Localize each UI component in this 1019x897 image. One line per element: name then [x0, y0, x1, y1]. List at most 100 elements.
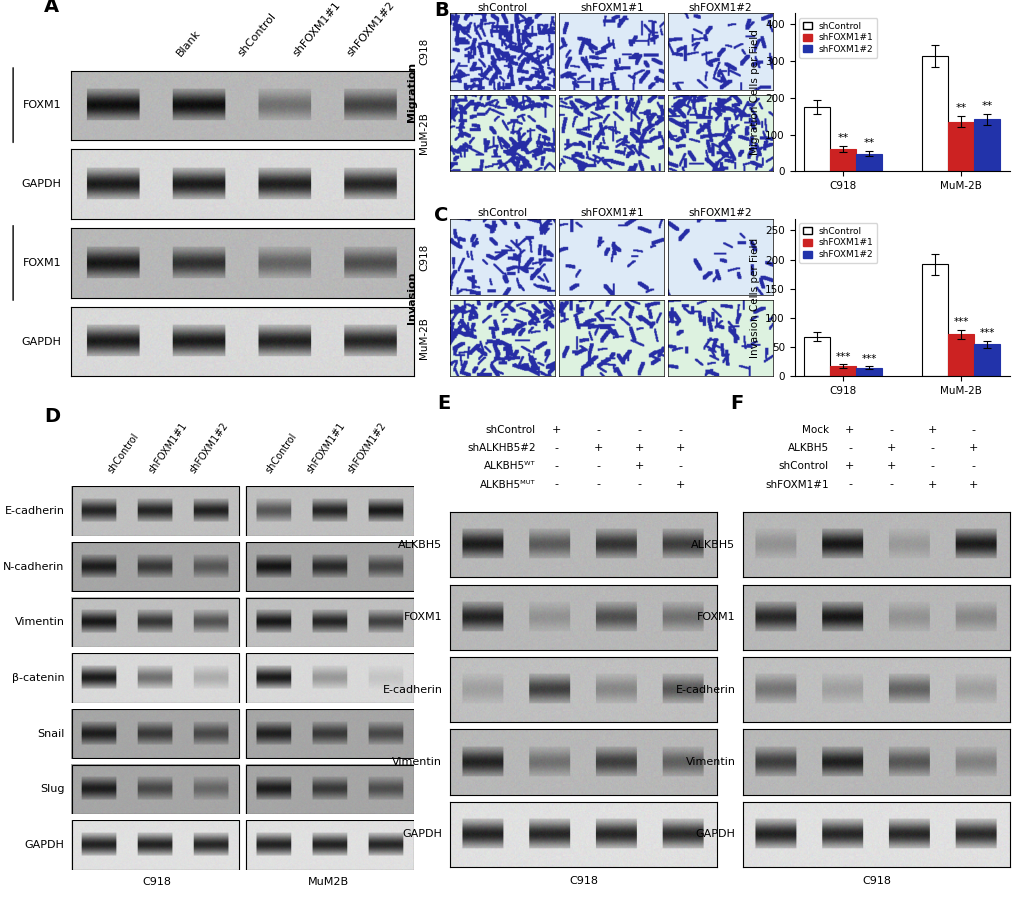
Bar [829, 149, 855, 171]
Bar [71, 820, 239, 869]
Text: -: - [678, 461, 682, 471]
Text: **: ** [980, 100, 991, 110]
Text: -: - [929, 443, 933, 453]
Text: C918: C918 [861, 876, 891, 886]
Bar [71, 486, 239, 536]
Text: +: + [845, 461, 854, 471]
Text: +: + [886, 443, 895, 453]
Bar [247, 542, 414, 591]
Text: shFOXM1#2: shFOXM1#2 [187, 421, 230, 475]
Text: B: B [434, 1, 448, 20]
Text: F: F [730, 395, 743, 414]
Text: E-cadherin: E-cadherin [675, 684, 735, 694]
Bar [247, 597, 414, 647]
Text: Blank: Blank [174, 28, 202, 58]
Text: shFOXM1#1: shFOXM1#1 [147, 421, 189, 475]
Bar [921, 56, 948, 171]
Text: ALKBH5ᴹᵁᵀ: ALKBH5ᴹᵁᵀ [480, 480, 535, 490]
Bar [855, 368, 881, 377]
Text: MuM2B: MuM2B [308, 876, 348, 887]
Title: shFOXM1#2: shFOXM1#2 [688, 208, 752, 218]
Y-axis label: Invasion Cells per Field: Invasion Cells per Field [749, 238, 759, 358]
Text: shControl: shControl [777, 461, 827, 471]
Bar [829, 366, 855, 377]
Text: ***: *** [953, 318, 968, 327]
Text: **: ** [837, 134, 848, 144]
Text: **: ** [955, 103, 966, 113]
Bar [247, 486, 414, 536]
Bar [71, 764, 239, 814]
Text: -: - [971, 425, 975, 435]
Text: -: - [889, 480, 893, 490]
Legend: shControl, shFOXM1#1, shFOXM1#2: shControl, shFOXM1#1, shFOXM1#2 [798, 18, 876, 57]
Text: shFOXM1#2: shFOXM1#2 [345, 421, 387, 475]
Title: shControl: shControl [477, 208, 527, 218]
Text: +: + [676, 443, 685, 453]
Text: +: + [968, 443, 977, 453]
Text: ALKBH5ᵂᵀ: ALKBH5ᵂᵀ [484, 461, 535, 471]
Text: GAPDH: GAPDH [21, 179, 61, 189]
Text: MuM-2B: MuM-2B [419, 318, 429, 359]
Text: E-cadherin: E-cadherin [4, 506, 64, 516]
Bar [247, 820, 414, 869]
Text: GAPDH: GAPDH [24, 840, 64, 849]
Bar [948, 335, 973, 377]
Text: Vimentin: Vimentin [392, 757, 442, 767]
Text: -: - [596, 461, 599, 471]
Text: -: - [554, 480, 558, 490]
Text: FOXM1: FOXM1 [696, 613, 735, 623]
Text: -: - [678, 425, 682, 435]
Text: shControl: shControl [263, 431, 298, 475]
Text: β-catenin: β-catenin [12, 673, 64, 683]
Title: shFOXM1#2: shFOXM1#2 [688, 3, 752, 13]
Text: shControl: shControl [235, 12, 277, 58]
Text: Slug: Slug [40, 784, 64, 794]
Y-axis label: Migration Cells per Field: Migration Cells per Field [749, 30, 759, 155]
Text: -: - [889, 425, 893, 435]
Text: ***: *** [861, 353, 876, 363]
Legend: shControl, shFOXM1#1, shFOXM1#2: shControl, shFOXM1#1, shFOXM1#2 [798, 223, 876, 263]
Text: -: - [971, 461, 975, 471]
Text: ***: *** [978, 328, 994, 338]
Text: GAPDH: GAPDH [403, 830, 442, 840]
Text: +: + [968, 480, 977, 490]
Text: shFOXM1#2: shFOXM1#2 [345, 0, 396, 58]
Text: -: - [596, 480, 599, 490]
Text: ALKBH5: ALKBH5 [787, 443, 827, 453]
Text: -: - [847, 443, 851, 453]
Title: shFOXM1#1: shFOXM1#1 [580, 3, 643, 13]
Text: shFOXM1#1: shFOXM1#1 [305, 421, 346, 475]
Text: ***: *** [835, 352, 850, 361]
Text: -: - [554, 461, 558, 471]
Text: Migration: Migration [407, 62, 416, 122]
Text: A: A [44, 0, 59, 16]
Text: E: E [436, 395, 449, 414]
Bar [71, 653, 239, 702]
Text: Snail: Snail [37, 728, 64, 738]
Text: FOXM1: FOXM1 [22, 258, 61, 268]
Text: GAPDH: GAPDH [21, 337, 61, 347]
Text: +: + [593, 443, 602, 453]
Bar [71, 597, 239, 647]
Text: ALKBH5: ALKBH5 [691, 540, 735, 550]
Bar [855, 153, 881, 171]
Bar [247, 764, 414, 814]
Bar [71, 709, 239, 758]
Bar [804, 107, 829, 171]
Text: shALKHB5#2: shALKHB5#2 [467, 443, 535, 453]
Text: shControl: shControl [485, 425, 535, 435]
Text: C: C [434, 206, 448, 225]
Text: Mock: Mock [801, 425, 827, 435]
Text: +: + [845, 425, 854, 435]
Text: Invasion: Invasion [407, 271, 416, 324]
Bar [921, 265, 948, 377]
Text: +: + [676, 480, 685, 490]
Title: shFOXM1#1: shFOXM1#1 [580, 208, 643, 218]
Bar [973, 344, 999, 377]
Text: C918: C918 [143, 876, 171, 887]
Text: Vimentin: Vimentin [685, 757, 735, 767]
Text: +: + [551, 425, 561, 435]
Bar [247, 653, 414, 702]
Text: **: ** [863, 138, 874, 148]
Text: FOXM1: FOXM1 [22, 100, 61, 110]
